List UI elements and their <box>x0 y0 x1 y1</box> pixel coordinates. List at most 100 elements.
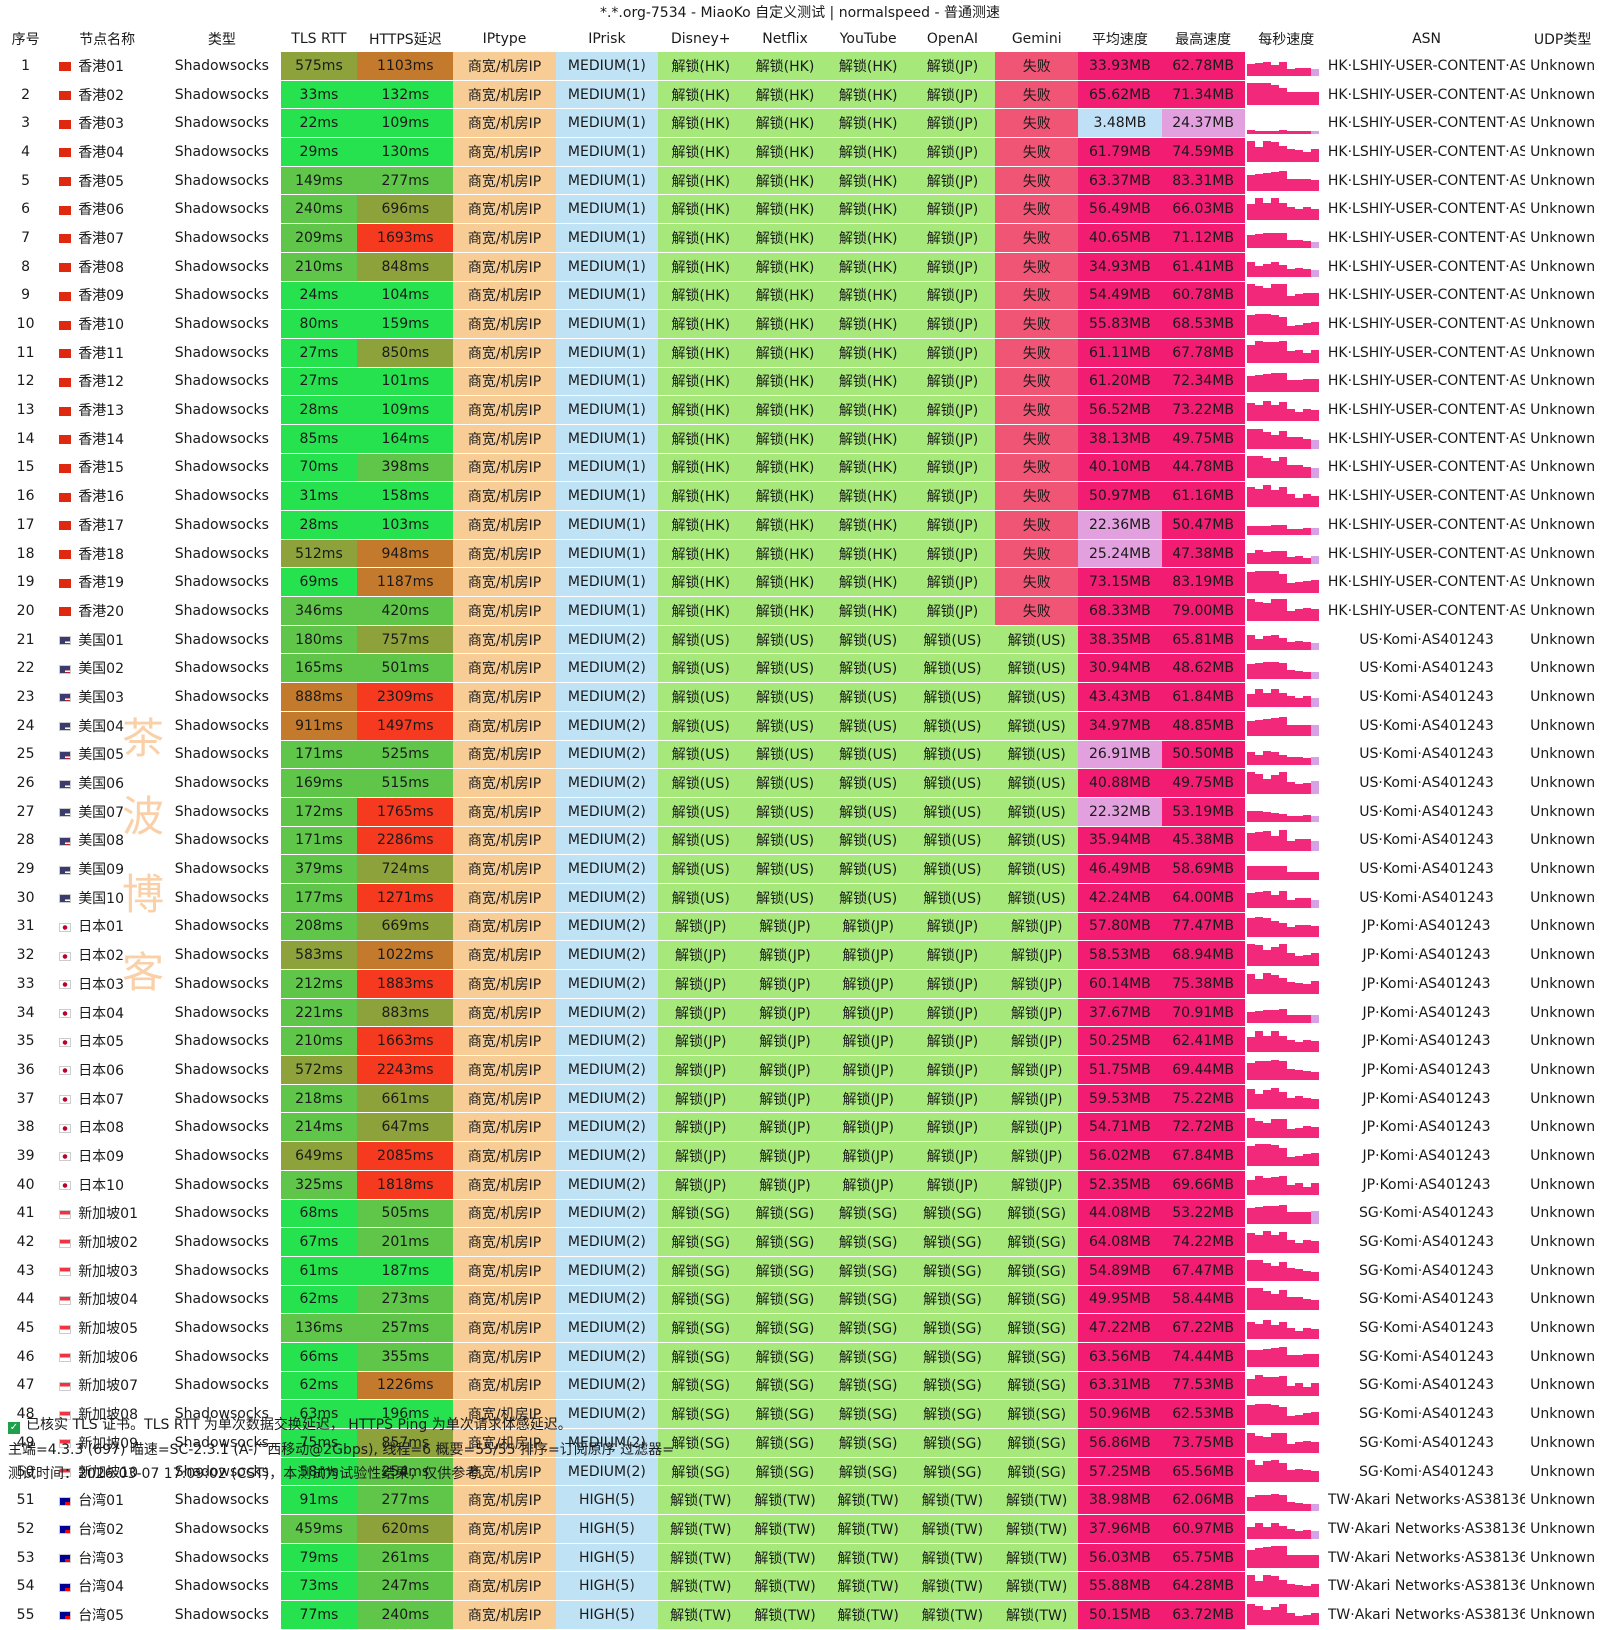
table-row[interactable]: 7 香港07 Shadowsocks 209ms 1693ms 商宽/机房IP MEDIUM… <box>0 223 1600 253</box>
col-header-udp-type[interactable]: UDP类型 <box>1533 32 1592 48</box>
table-row[interactable]: 4 香港04 Shadowsocks 29ms 130ms 商宽/机房IP MEDIUM(1… <box>0 137 1600 167</box>
table-row[interactable]: 44 新加坡04 Shadowsocks 62ms 273ms 商宽/机房IP MEDIUM… <box>0 1285 1600 1315</box>
col-header-https-latency[interactable]: HTTPS延迟 <box>368 32 442 48</box>
table-row[interactable]: 38 日本08 Shadowsocks 214ms 647ms 商宽/机房IP MEDIUM… <box>0 1112 1600 1143</box>
speed-bar <box>1270 1145 1279 1167</box>
table-row[interactable]: 30 美国10 Shadowsocks 177ms 1271ms 商宽/机房IP MEDIU… <box>0 883 1600 913</box>
table-row[interactable]: 37 日本07 Shadowsocks 218ms 661ms 商宽/机房IP MEDIUM… <box>0 1084 1600 1114</box>
table-row[interactable]: 21 美国01 Shadowsocks 180ms 757ms 商宽/机房IP MEDIUM… <box>0 625 1600 655</box>
col-header-openai[interactable]: OpenAI <box>926 31 979 47</box>
row-index: 17 <box>0 510 52 540</box>
table-row[interactable]: 12 香港12 Shadowsocks 27ms 101ms 商宽/机房IP MEDIUM(… <box>0 367 1600 397</box>
table-row[interactable]: 24 美国04 Shadowsocks 911ms 1497ms 商宽/机房IP MEDIU… <box>0 711 1600 741</box>
table-row[interactable]: 15 香港15 Shadowsocks 70ms 398ms 商宽/机房IP MEDIUM(… <box>0 453 1600 483</box>
col-header-asn[interactable]: ASN <box>1412 31 1441 47</box>
table-row[interactable]: 46 新加坡06 Shadowsocks 66ms 355ms 商宽/机房IP MEDIUM… <box>0 1342 1600 1372</box>
table-row[interactable]: 29 美国09 Shadowsocks 379ms 724ms 商宽/机房IP MEDIUM… <box>0 854 1600 884</box>
table-row[interactable]: 47 新加坡07 Shadowsocks 62ms 1226ms 商宽/机房IP MEDIU… <box>0 1371 1600 1401</box>
speed-bar <box>1254 1580 1263 1597</box>
speed-bar <box>1310 840 1319 851</box>
table-row[interactable]: 10 香港10 Shadowsocks 80ms 159ms 商宽/机房IP MEDIUM(… <box>0 309 1600 339</box>
table-row[interactable]: 5 香港05 Shadowsocks 149ms 277ms 商宽/机房IP MEDIUM(… <box>0 166 1600 196</box>
speed-bar <box>1294 783 1303 794</box>
ip-risk: MEDIUM(1) <box>555 481 659 511</box>
table-row[interactable]: 28 美国08 Shadowsocks 171ms 2286ms 商宽/机房IP MEDIU… <box>0 826 1600 856</box>
table-row[interactable]: 26 美国06 Shadowsocks 169ms 515ms 商宽/机房IP MEDIUM… <box>0 768 1600 798</box>
col-header-tls-rtt[interactable]: TLS RTT <box>291 31 347 47</box>
per-second-speed-sparkline <box>1246 750 1319 765</box>
asn: HK·LSHIY-USER-CONTENT·AS32167 <box>1327 194 1526 225</box>
col-header-type[interactable]: 类型 <box>207 32 236 48</box>
table-row[interactable]: 6 香港06 Shadowsocks 240ms 696ms 商宽/机房IP MEDIUM(… <box>0 194 1600 225</box>
table-row[interactable]: 1 香港01 Shadowsocks 575ms 1103ms 商宽/机房IP MEDIUM… <box>0 52 1600 81</box>
table-row[interactable]: 32 日本02 Shadowsocks 583ms 1022ms 商宽/机房IP MEDIU… <box>0 940 1600 970</box>
col-header-iprisk[interactable]: IPrisk <box>588 31 626 47</box>
table-row[interactable]: 19 香港19 Shadowsocks 69ms 1187ms 商宽/机房IP MEDIUM… <box>0 567 1600 598</box>
netflix-status: 解锁(HK) <box>743 194 827 225</box>
us-flag-icon <box>59 865 72 875</box>
speed-bar <box>1302 782 1311 794</box>
openai-status: 解锁(JP) <box>909 567 996 598</box>
table-row[interactable]: 8 香港08 Shadowsocks 210ms 848ms 商宽/机房IP MEDIUM(… <box>0 252 1600 282</box>
openai-status: 解锁(JP) <box>909 998 996 1028</box>
table-row[interactable]: 23 美国03 Shadowsocks 888ms 2309ms 商宽/机房IP MEDIU… <box>0 682 1600 712</box>
speed-bar <box>1262 173 1271 192</box>
col-header-per-second-speed[interactable]: 每秒速度 <box>1258 32 1315 48</box>
col-header-iptype[interactable]: IPtype <box>482 31 527 47</box>
col-header-node-name[interactable]: 节点名称 <box>79 32 136 48</box>
table-row[interactable]: 11 香港11 Shadowsocks 27ms 850ms 商宽/机房IP MEDIUM(… <box>0 338 1600 368</box>
table-row[interactable]: 3 香港03 Shadowsocks 22ms 109ms 商宽/机房IP MEDIUM(1… <box>0 108 1600 139</box>
table-row[interactable]: 45 新加坡05 Shadowsocks 136ms 257ms 商宽/机房IP MEDIU… <box>0 1313 1600 1343</box>
table-row[interactable]: 40 日本10 Shadowsocks 325ms 1818ms 商宽/机房IP MEDIU… <box>0 1170 1600 1200</box>
table-row[interactable]: 42 新加坡02 Shadowsocks 67ms 201ms 商宽/机房IP MEDIUM… <box>0 1227 1600 1257</box>
table-row[interactable]: 22 美国02 Shadowsocks 165ms 501ms 商宽/机房IP MEDIUM… <box>0 653 1600 684</box>
col-header-max-speed[interactable]: 最高速度 <box>1175 32 1232 48</box>
table-row[interactable]: 49 新加坡09 Shadowsocks 75ms 857ms 商宽/机房IP MEDIUM… <box>0 1428 1600 1458</box>
table-row[interactable]: 54 台湾04 Shadowsocks 73ms 247ms 商宽/机房IP HIGH(5)… <box>0 1571 1600 1602</box>
gemini-status: 失败 <box>995 166 1079 196</box>
table-row[interactable]: 25 美国05 Shadowsocks 171ms 525ms 商宽/机房IP MEDIUM… <box>0 740 1600 770</box>
col-header-youtube[interactable]: YouTube <box>839 31 897 47</box>
table-row[interactable]: 9 香港09 Shadowsocks 24ms 104ms 商宽/机房IP MEDIUM(1… <box>0 281 1600 311</box>
ip-risk: MEDIUM(1) <box>555 52 659 81</box>
per-second-speed <box>1244 1428 1328 1458</box>
speed-bar <box>1286 1268 1295 1282</box>
speed-bar <box>1262 1349 1271 1368</box>
table-row[interactable]: 14 香港14 Shadowsocks 85ms 164ms 商宽/机房IP MEDIUM(… <box>0 424 1600 454</box>
col-header-disney[interactable]: Disney+ <box>671 31 731 47</box>
table-row[interactable]: 35 日本05 Shadowsocks 210ms 1663ms 商宽/机房IP MEDIU… <box>0 1026 1600 1057</box>
table-row[interactable]: 34 日本04 Shadowsocks 221ms 883ms 商宽/机房IP MEDIUM… <box>0 998 1600 1028</box>
ip-risk: MEDIUM(2) <box>555 912 659 942</box>
table-row[interactable]: 18 香港18 Shadowsocks 512ms 948ms 商宽/机房IP MEDIUM… <box>0 539 1600 569</box>
speed-bar <box>1270 1088 1279 1110</box>
table-row[interactable]: 17 香港17 Shadowsocks 28ms 103ms 商宽/机房IP MEDIUM(… <box>0 510 1600 540</box>
speed-bar <box>1286 1069 1295 1081</box>
table-row[interactable]: 53 台湾03 Shadowsocks 79ms 261ms 商宽/机房IP HIGH(5)… <box>0 1543 1600 1573</box>
table-row[interactable]: 33 日本03 Shadowsocks 212ms 1883ms 商宽/机房IP MEDIU… <box>0 969 1600 999</box>
speed-bar <box>1270 404 1279 421</box>
table-row[interactable]: 36 日本06 Shadowsocks 572ms 2243ms 商宽/机房IP MEDIU… <box>0 1055 1600 1085</box>
table-row[interactable]: 51 台湾01 Shadowsocks 91ms 277ms 商宽/机房IP HIGH(5)… <box>0 1485 1600 1516</box>
table-row[interactable]: 43 新加坡03 Shadowsocks 61ms 187ms 商宽/机房IP MEDIUM… <box>0 1256 1600 1286</box>
table-row[interactable]: 52 台湾02 Shadowsocks 459ms 620ms 商宽/机房IP HIGH(5… <box>0 1514 1600 1544</box>
speed-bar <box>1310 1240 1319 1253</box>
table-row[interactable]: 16 香港16 Shadowsocks 31ms 158ms 商宽/机房IP MEDIUM(… <box>0 481 1600 511</box>
speed-bar <box>1302 241 1311 249</box>
table-row[interactable]: 31 日本01 Shadowsocks 208ms 669ms 商宽/机房IP MEDIUM… <box>0 912 1600 942</box>
col-header-avg-speed[interactable]: 平均速度 <box>1091 32 1148 48</box>
table-row[interactable]: 13 香港13 Shadowsocks 28ms 109ms 商宽/机房IP MEDIUM(… <box>0 395 1600 425</box>
table-row[interactable]: 2 香港02 Shadowsocks 33ms 132ms 商宽/机房IP MEDIUM(1… <box>0 80 1600 110</box>
table-row[interactable]: 20 香港20 Shadowsocks 346ms 420ms 商宽/机房IP MEDIUM… <box>0 596 1600 626</box>
table-row[interactable]: 39 日本09 Shadowsocks 649ms 2085ms 商宽/机房IP MEDIU… <box>0 1141 1600 1171</box>
table-row[interactable]: 41 新加坡01 Shadowsocks 68ms 505ms 商宽/机房IP MEDIUM… <box>0 1199 1600 1229</box>
col-header-gemini[interactable]: Gemini <box>1011 31 1062 47</box>
speed-bar <box>1262 973 1271 995</box>
table-row[interactable]: 55 台湾05 Shadowsocks 77ms 240ms 商宽/机房IP HIGH(5)… <box>0 1600 1600 1630</box>
tls-rtt: 28ms <box>280 395 358 425</box>
speed-bar <box>1262 1035 1271 1052</box>
col-header-index[interactable]: 序号 <box>11 32 40 48</box>
col-header-netflix[interactable]: Netflix <box>762 31 808 47</box>
ip-type: 商宽/机房IP <box>453 539 556 569</box>
table-row[interactable]: 27 美国07 Shadowsocks 172ms 1765ms 商宽/机房IP MEDIU… <box>0 797 1600 827</box>
table-row[interactable]: 50 新加坡10 Shadowsocks 58ms 254ms 商宽/机房IP MEDIUM… <box>0 1457 1600 1487</box>
